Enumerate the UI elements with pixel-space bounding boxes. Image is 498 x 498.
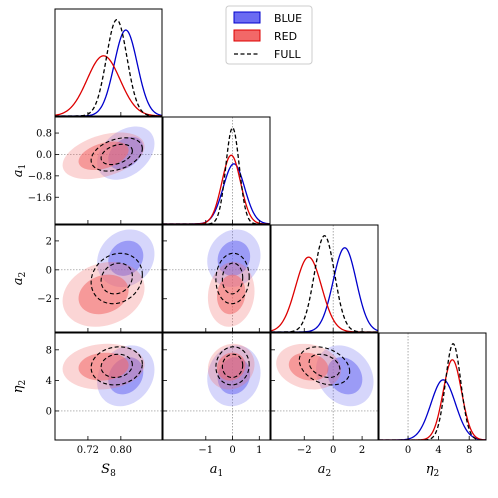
panel-S8-S8: [54, 8, 163, 117]
contour-68-red: [216, 274, 246, 315]
panel-plot-area: [55, 229, 162, 327]
y-axis-label-eta2: η2: [11, 380, 28, 394]
contour-95-full: [90, 346, 143, 386]
y-tick-label: 0.8: [36, 129, 52, 140]
contour-68-full: [221, 353, 244, 379]
panel-plot-area: [379, 333, 486, 440]
panel-frame: [54, 8, 163, 117]
panel-plot-area: [271, 225, 378, 332]
panel-frame: [270, 224, 379, 333]
marginal-blue: [55, 29, 162, 116]
panel-frame: [270, 332, 379, 441]
panel-frame: [162, 116, 271, 225]
y-tick-label: 8: [46, 345, 52, 356]
x-axis-label-eta2: η2: [426, 462, 440, 479]
panel-frame: [162, 332, 271, 441]
contour-68-full: [100, 262, 133, 295]
marginal-red: [271, 256, 378, 332]
panel-a1-a1: [162, 116, 271, 225]
legend-label-red: RED: [274, 30, 297, 43]
x-tick-label: 0.72: [77, 445, 99, 456]
marginal-blue: [271, 247, 378, 332]
marginal-full: [379, 342, 486, 440]
panel-plot-area: [163, 225, 270, 332]
panel-frame: [54, 224, 163, 333]
panel-plot-area: [55, 126, 162, 180]
x-tick-label: 1: [256, 445, 262, 456]
y-axis-label-a1: a1: [11, 164, 28, 178]
marginal-red: [379, 359, 486, 440]
y-tick-label: −1.6: [28, 193, 52, 204]
x-tick-label: 2: [359, 445, 365, 456]
x-tick-label: 8: [466, 445, 472, 456]
panel-frame: [54, 332, 163, 441]
x-tick-label: 0: [330, 445, 336, 456]
y-tick-label: 0.0: [36, 150, 52, 161]
panel-S8-a1: 0.8 0.0 −0.8 −1.6 a1: [11, 116, 163, 225]
panel-plot-area: [163, 117, 270, 224]
contour-68-full: [100, 353, 133, 379]
y-axis-label-a2: a2: [11, 272, 28, 286]
panel-plot-area: [55, 19, 162, 116]
panel-frame: [54, 116, 163, 225]
x-tick-label: −2: [297, 445, 312, 456]
x-axis-label-a2: a2: [318, 462, 332, 479]
y-tick-label: 4: [46, 376, 52, 387]
x-axis-label-a1: a1: [210, 462, 224, 479]
y-tick-label: −2: [37, 294, 52, 305]
x-tick-label: 0.80: [110, 445, 132, 456]
panel-eta2-eta2: 0 4 8 η2: [378, 332, 487, 479]
legend-label-full: FULL: [274, 48, 302, 61]
contour-95-full: [90, 137, 143, 172]
panel-S8-eta2: 0.72 0.80 8 4 0 S8 η2: [11, 332, 163, 479]
legend-swatch-blue: [233, 11, 261, 24]
contour-68-full: [221, 262, 244, 295]
panel-plot-area: [163, 333, 270, 440]
marginal-full: [163, 126, 270, 224]
marginal-red: [55, 55, 162, 116]
contour-95-full: [298, 346, 351, 386]
contour-68-red: [288, 352, 329, 381]
contour-68-full: [100, 143, 133, 166]
marginal-red: [163, 154, 270, 224]
panel-plot-area: [271, 333, 378, 440]
legend: BLUE RED FULL: [225, 5, 313, 65]
panel-a2-a2: [270, 224, 379, 333]
legend-swatch-red: [233, 29, 261, 42]
y-tick-label: 0: [46, 265, 52, 276]
contour-68-red: [78, 141, 129, 171]
panel-S8-a2: 2 0 −2 a2: [11, 224, 163, 333]
x-tick-label: −1: [198, 445, 213, 456]
marginal-blue: [163, 163, 270, 224]
y-tick-label: 2: [46, 236, 52, 247]
contour-95-full: [215, 252, 250, 305]
panel-plot-area: [55, 343, 162, 412]
contour-95-full: [90, 252, 143, 305]
x-tick-label: 4: [435, 445, 441, 456]
x-tick-label: 0: [229, 445, 235, 456]
panel-a1-a2: [162, 224, 271, 333]
y-tick-label: 0: [46, 406, 52, 417]
marginal-full: [55, 19, 162, 116]
contour-68-full: [308, 353, 341, 379]
contour-95-full: [215, 346, 250, 386]
marginal-full: [271, 234, 378, 332]
legend-label-blue: BLUE: [274, 12, 302, 25]
panel-frame: [162, 224, 271, 333]
contour-68-blue: [108, 240, 144, 276]
panel-frame: [378, 332, 487, 441]
panel-a1-eta2: −1 0 1 a1: [162, 332, 271, 479]
x-tick-label: 0: [405, 445, 411, 456]
contour-68-red: [78, 352, 129, 381]
panel-a2-eta2: −2 0 2 a2: [270, 332, 379, 479]
x-axis-label-S8: S8: [101, 462, 116, 479]
panels-layer: 0.8 0.0 −0.8 −1.6 a1 2 0 −2 a2 0.72 0.80 8 4 0 S8 η2 −1 0…: [11, 8, 487, 479]
y-tick-label: −0.8: [28, 171, 52, 182]
